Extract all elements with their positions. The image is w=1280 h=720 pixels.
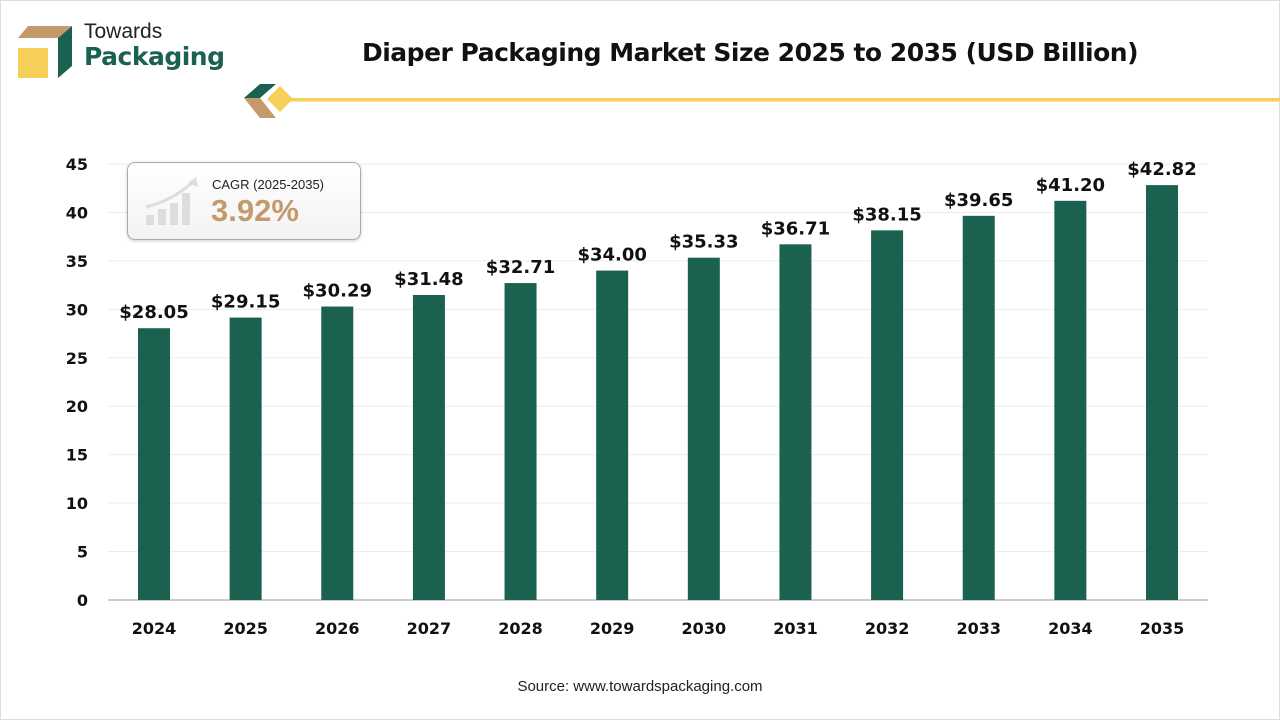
data-label-2024: $28.05 xyxy=(119,302,188,323)
y-tick-label: 30 xyxy=(66,300,88,319)
x-tick-label: 2034 xyxy=(1048,619,1093,638)
x-tick-label: 2032 xyxy=(865,619,910,638)
bar-2024 xyxy=(138,328,170,600)
y-tick-label: 10 xyxy=(66,494,88,513)
x-tick-label: 2035 xyxy=(1140,619,1185,638)
x-tick-label: 2030 xyxy=(682,619,727,638)
brand-line2: Packaging xyxy=(84,42,225,71)
x-tick-label: 2026 xyxy=(315,619,360,638)
data-label-2028: $32.71 xyxy=(486,257,555,278)
bar-2026 xyxy=(321,306,354,600)
y-tick-label: 40 xyxy=(66,203,88,222)
data-label-2025: $29.15 xyxy=(211,292,280,313)
brand-line1: Towards xyxy=(84,20,163,43)
bar-2027 xyxy=(412,294,445,600)
data-label-2031: $36.71 xyxy=(761,218,830,239)
x-tick-label: 2033 xyxy=(956,619,1001,638)
cagr-box: CAGR (2025-2035) 3.92% xyxy=(127,162,361,240)
growth-chart-icon xyxy=(145,177,198,225)
y-tick-label: 25 xyxy=(66,349,88,368)
towards-packaging-logo xyxy=(18,26,72,78)
source-note: Source: www.towardspackaging.com xyxy=(517,678,763,695)
x-tick-label: 2027 xyxy=(407,619,452,638)
data-label-2027: $31.48 xyxy=(394,269,463,290)
data-label-2029: $34.00 xyxy=(577,245,646,266)
cagr-label: CAGR (2025-2035) xyxy=(212,177,324,192)
x-tick-label: 2029 xyxy=(590,619,635,638)
data-label-2026: $30.29 xyxy=(303,281,372,302)
x-tick-label: 2031 xyxy=(773,619,818,638)
bar-2028 xyxy=(504,283,537,600)
y-tick-label: 0 xyxy=(77,591,88,610)
y-tick-label: 15 xyxy=(66,446,88,465)
bar-2030 xyxy=(687,257,720,600)
bar-2032 xyxy=(871,230,904,600)
data-label-2034: $41.20 xyxy=(1036,175,1105,196)
data-label-2032: $38.15 xyxy=(852,204,921,225)
bar-2025 xyxy=(229,317,262,600)
data-label-2030: $35.33 xyxy=(669,232,738,253)
y-tick-label: 20 xyxy=(66,397,88,416)
bar-2031 xyxy=(779,244,812,600)
bar-2035 xyxy=(1146,185,1178,601)
title-underline-decoration xyxy=(244,84,1280,118)
data-label-2033: $39.65 xyxy=(944,190,1013,211)
bar-2033 xyxy=(962,215,995,600)
y-tick-label: 5 xyxy=(77,543,88,562)
x-tick-label: 2028 xyxy=(498,619,543,638)
bar-2029 xyxy=(596,270,629,600)
y-tick-label: 45 xyxy=(66,155,88,174)
y-tick-label: 35 xyxy=(66,252,88,271)
cagr-value: 3.92% xyxy=(211,193,299,228)
bar-2034 xyxy=(1054,200,1087,600)
x-tick-label: 2025 xyxy=(223,619,268,638)
chart-title: Diaper Packaging Market Size 2025 to 203… xyxy=(361,38,1139,67)
data-label-2035: $42.82 xyxy=(1127,159,1196,180)
x-tick-label: 2024 xyxy=(132,619,177,638)
